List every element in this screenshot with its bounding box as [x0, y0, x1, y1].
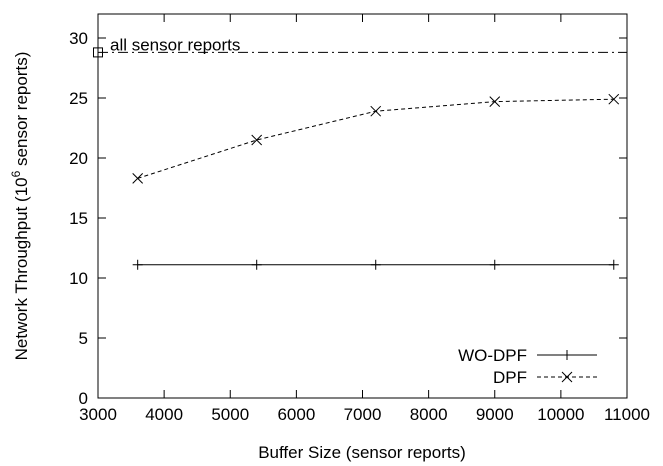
- data-point-dpf: [489, 96, 501, 107]
- y-axis-label-exponent: 6: [9, 170, 23, 177]
- legend-marker-dpf: [561, 371, 573, 383]
- legend-label-dpf: DPF: [493, 368, 527, 387]
- x-tick-label: 9000: [476, 405, 514, 424]
- x-axis-label: Buffer Size (sensor reports): [258, 443, 466, 462]
- y-axis-label-prefix: Network Throughput (10: [12, 177, 31, 360]
- all-sensor-reports-label: all sensor reports: [110, 35, 240, 54]
- series-layer: [132, 93, 620, 270]
- legend-label-wo-dpf: WO-DPF: [458, 346, 527, 365]
- x-tick-label: 11000: [604, 405, 650, 424]
- legend-marker-wo-dpf: [562, 350, 572, 360]
- x-tick-label: 4000: [145, 405, 183, 424]
- legend: WO-DPF DPF: [458, 346, 597, 387]
- y-tick-label: 15: [69, 209, 88, 228]
- data-point-dpf: [370, 105, 382, 117]
- data-point-dpf: [132, 173, 144, 184]
- x-tick-label: 6000: [277, 405, 315, 424]
- y-axis-ticks: 0 5 10 15 20 25 30: [69, 29, 627, 408]
- data-point-dpf: [608, 93, 620, 105]
- data-point-wo-dpf: [132, 259, 143, 270]
- y-tick-label: 20: [69, 149, 88, 168]
- data-point-wo-dpf: [370, 259, 381, 270]
- x-tick-label: 7000: [344, 405, 382, 424]
- data-point-dpf: [251, 134, 263, 146]
- y-tick-label: 0: [79, 389, 88, 408]
- y-tick-label: 25: [69, 89, 88, 108]
- y-axis-label: Network Throughput (106 sensor reports): [9, 52, 31, 361]
- y-axis-label-suffix: sensor reports): [12, 52, 31, 171]
- y-tick-label: 10: [69, 269, 88, 288]
- x-tick-label: 5000: [211, 405, 249, 424]
- x-tick-label: 10000: [537, 405, 584, 424]
- all-sensor-reports-marker: [93, 47, 103, 58]
- plot-frame: [97, 13, 628, 399]
- data-point-wo-dpf: [608, 259, 619, 270]
- y-tick-label: 30: [69, 29, 88, 48]
- x-axis-ticks: 3000 4000 5000 6000 7000 8000 9000 10000 11000: [79, 14, 650, 424]
- data-point-wo-dpf: [489, 259, 500, 270]
- data-point-wo-dpf: [251, 259, 262, 270]
- x-tick-label: 8000: [410, 405, 448, 424]
- x-tick-label: 3000: [79, 405, 117, 424]
- y-tick-label: 5: [79, 329, 88, 348]
